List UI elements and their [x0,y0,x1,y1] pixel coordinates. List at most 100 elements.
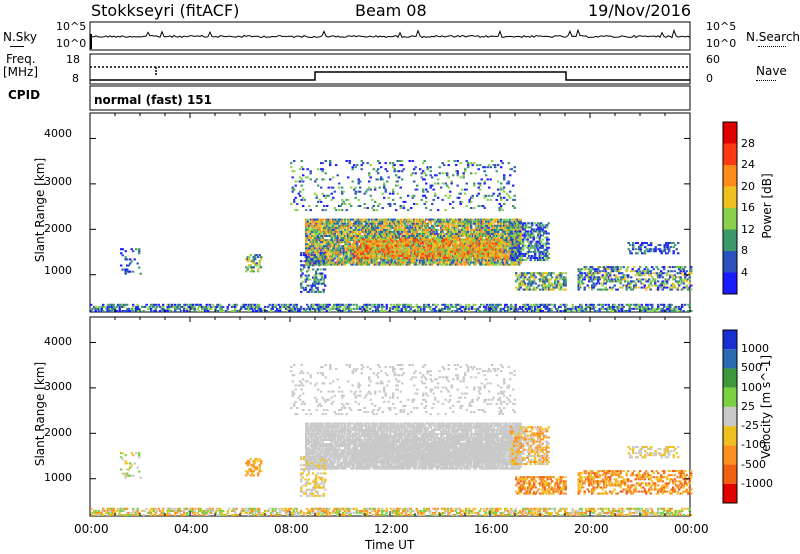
power-cell-1112 [321,239,324,242]
power-cell-2277 [411,224,414,227]
power-cell-2050 [393,218,396,221]
power-cell-2835 [455,228,458,231]
power-cell-4512 [526,236,529,239]
power-cell-1247 [332,253,335,256]
power-cell-1813 [375,220,378,223]
power-cell-3048 [471,218,474,221]
power-cell-4149 [450,250,453,253]
power-cell-2545 [432,220,435,223]
power-cell-161 [198,303,201,306]
power-cell-3860 [387,238,390,241]
power-cell-2992 [467,226,470,229]
power-cell-4287 [478,242,481,245]
power-cell-54 [123,305,126,308]
power-cell-4497 [523,222,526,225]
power-cell-632 [522,305,525,308]
power-cell-2735 [447,220,450,223]
power-cell-3984 [415,244,418,247]
power-cell-4302 [481,242,484,245]
power-cell-770 [612,305,615,308]
power-cell-2652 [441,228,444,231]
power-cell-3315 [492,261,495,264]
power-cell-694 [559,305,562,308]
power-cell-3369 [495,226,498,229]
power-cell-1376 [342,263,345,266]
power-cell-2352 [417,226,420,229]
power-cell-1444 [347,226,350,229]
power-cell-1200 [327,220,330,223]
power-cell-389 [349,310,352,312]
power-cell-4656 [547,246,550,249]
power-cell-2971 [465,226,468,229]
power-cell-4072 [435,252,438,255]
power-cell-429 [378,310,381,312]
power-cell-4390 [499,238,502,241]
power-cell-2056 [395,247,398,250]
power-cell-1093 [320,235,323,237]
power-cell-3521 [507,241,510,244]
power-cell-4161 [453,250,456,253]
power-cell-3658 [518,241,521,244]
power-cell-1388 [342,235,345,237]
power-cell-55 [123,303,126,306]
power-cell-272 [276,310,279,312]
power-cell-520 [442,303,445,306]
power-cell-79 [142,310,145,312]
power-cell-1479 [350,237,353,239]
power-cell-1560 [357,261,360,264]
power-cell-744 [594,310,597,312]
power-cell-46 [118,305,121,308]
power-cell-207 [231,305,234,308]
power-cell-1285 [335,253,338,256]
power-cell-4932 [598,278,601,281]
power-cell-4427 [513,240,516,243]
power-cell-489 [420,310,423,312]
power-cell-1012 [314,241,317,244]
power-cell-880 [687,310,690,312]
power-cell-1972 [389,263,392,266]
power-cell-3471 [504,263,507,266]
power-cell-2943 [464,243,467,246]
power-cell-4645 [546,248,549,251]
power-cell-221 [241,305,244,308]
power-cell-773 [613,303,616,306]
power-cell-1130 [323,245,326,248]
power-cell-2527 [431,218,434,221]
power-cell-4695 [524,282,527,285]
power-cell-3354 [495,263,498,266]
power-cell-3334 [494,263,497,266]
power-cell-2403 [422,241,425,244]
power-cell-4617 [541,242,544,245]
power-cell-1828 [377,228,380,231]
power-cell-3880 [393,246,396,249]
power-cell-3485 [504,232,507,235]
power-cell-2931 [462,228,465,231]
power-cell-1081 [318,220,321,223]
power-cell-2993 [467,224,470,227]
power-cell-846 [661,303,664,306]
power-cell-1716 [368,218,371,221]
power-cell-668 [541,303,544,306]
power-cell-4018 [424,250,427,253]
power-cell-992 [312,243,315,246]
power-cell-1803 [375,247,378,250]
power-cell-2155 [402,237,405,239]
power-cell-45 [118,307,121,310]
power-cell-1668 [365,228,368,231]
power-cell-820 [645,303,648,306]
power-cell-2299 [413,222,416,225]
power-cell-430 [378,305,381,308]
power-cell-481 [412,305,415,308]
power-cell-1277 [333,230,336,233]
power-cell-2411 [422,220,425,223]
power-cell-4332 [487,240,490,243]
power-cell-3392 [497,218,500,221]
power-cell-3033 [470,220,473,223]
power-cell-4178 [456,248,459,251]
power-cell-731 [585,305,588,308]
power-cell-1815 [377,263,380,266]
power-cell-1811 [375,228,378,231]
freq-left-bottom-tick: 8 [72,72,79,85]
power-cell-4145 [448,240,451,243]
power-cell-1297 [335,224,338,227]
